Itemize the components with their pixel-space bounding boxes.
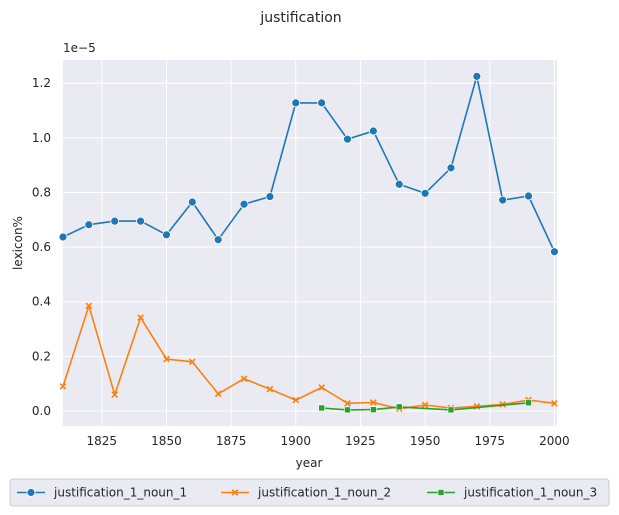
legend-entry-1-point	[26, 488, 36, 497]
series-3	[318, 399, 532, 414]
series-2-point	[551, 399, 558, 407]
series-1-point	[317, 98, 327, 108]
series-1-point	[239, 199, 249, 209]
series-1-point	[524, 191, 533, 201]
y-tick-label: 0.4	[32, 295, 51, 309]
series-1-point	[394, 179, 404, 189]
series-2-point	[163, 355, 170, 363]
legend-entry-2: justification_1_noun_2	[221, 486, 391, 500]
x-tick-label: 1925	[345, 434, 376, 448]
series-1-point	[187, 197, 197, 207]
series-1-point	[420, 188, 430, 198]
series-3-point	[447, 406, 455, 414]
x-axis-label: year	[296, 456, 323, 470]
legend: justification_1_noun_1 justification_1_no…	[9, 478, 610, 507]
series-1-point	[58, 232, 68, 242]
legend-entry-1: justification_1_noun_1	[17, 486, 187, 500]
y-tick-label: 0.6	[32, 240, 51, 254]
series-1-point	[472, 71, 482, 81]
series-1-point	[84, 220, 94, 230]
series-1-point	[213, 235, 223, 245]
legend-frame	[9, 478, 610, 507]
legend-entry-3-point	[437, 489, 445, 496]
series-layer	[58, 71, 559, 414]
series-1-point	[498, 195, 508, 205]
y-axis-label: lexicon%	[11, 216, 25, 270]
series-1-line	[62, 75, 556, 253]
y-tick-label: 0.0	[32, 404, 51, 418]
series-2-point	[370, 399, 377, 406]
y-tick-label: 0.2	[32, 349, 51, 363]
x-tick-label: 1950	[410, 434, 441, 448]
series-1-point	[110, 216, 120, 226]
series-2-point	[344, 399, 351, 407]
series-3-point	[318, 404, 325, 412]
x-tick-label: 1975	[474, 434, 505, 448]
grid-lines	[63, 60, 557, 426]
chart-title: justification	[259, 10, 341, 26]
x-tick-label: 1900	[281, 434, 312, 448]
series-1-point	[343, 134, 352, 144]
series-2-point	[240, 375, 248, 383]
series-2-point	[111, 391, 119, 398]
legend-entry-3-label: justification_1_noun_3	[463, 486, 597, 500]
series-1-point	[446, 163, 456, 173]
y-axis-ticks: 0.0 0.2 0.4 0.6 0.8 1.0 1.2	[32, 76, 51, 418]
series-1-point	[136, 216, 145, 226]
x-tick-label: 1875	[216, 434, 247, 448]
y-axis-multiplier: 1e−5	[63, 41, 96, 55]
series-2-point	[59, 383, 67, 390]
x-tick-label: 1825	[87, 434, 118, 448]
legend-entry-2-label: justification_1_noun_2	[257, 486, 391, 500]
series-2-point	[214, 390, 222, 398]
series-1-point	[550, 247, 559, 257]
y-tick-label: 1.2	[32, 76, 51, 90]
series-1-point	[162, 230, 171, 240]
series-2-point	[318, 384, 326, 391]
series-3-point	[525, 399, 532, 407]
series-2-point	[421, 401, 429, 409]
y-tick-label: 0.8	[32, 185, 51, 199]
series-2-point	[266, 385, 274, 393]
series-1-point	[265, 192, 275, 201]
series-2-point	[85, 302, 93, 310]
series-1	[58, 71, 559, 257]
series-3-line	[321, 402, 529, 411]
series-2-line	[62, 305, 555, 410]
x-tick-label: 2000	[539, 434, 570, 448]
x-axis-ticks: 1825 1850 1875 1900 1925 1950 1975 2000	[87, 434, 570, 448]
legend-entry-3: justification_1_noun_3	[427, 486, 597, 500]
series-3-point	[370, 406, 377, 413]
series-2-point	[188, 358, 196, 366]
legend-entry-2-point	[231, 489, 239, 496]
legend-entry-1-label: justification_1_noun_1	[53, 486, 187, 500]
x-tick-label: 1850	[151, 434, 182, 448]
series-1-point	[291, 98, 301, 108]
series-1-point	[368, 126, 378, 136]
plot-area	[63, 60, 557, 426]
series-2-point	[137, 314, 144, 321]
series-2-point	[292, 396, 300, 404]
y-tick-label: 1.0	[32, 131, 51, 145]
series-3-point	[395, 403, 403, 411]
series-3-point	[344, 406, 351, 414]
